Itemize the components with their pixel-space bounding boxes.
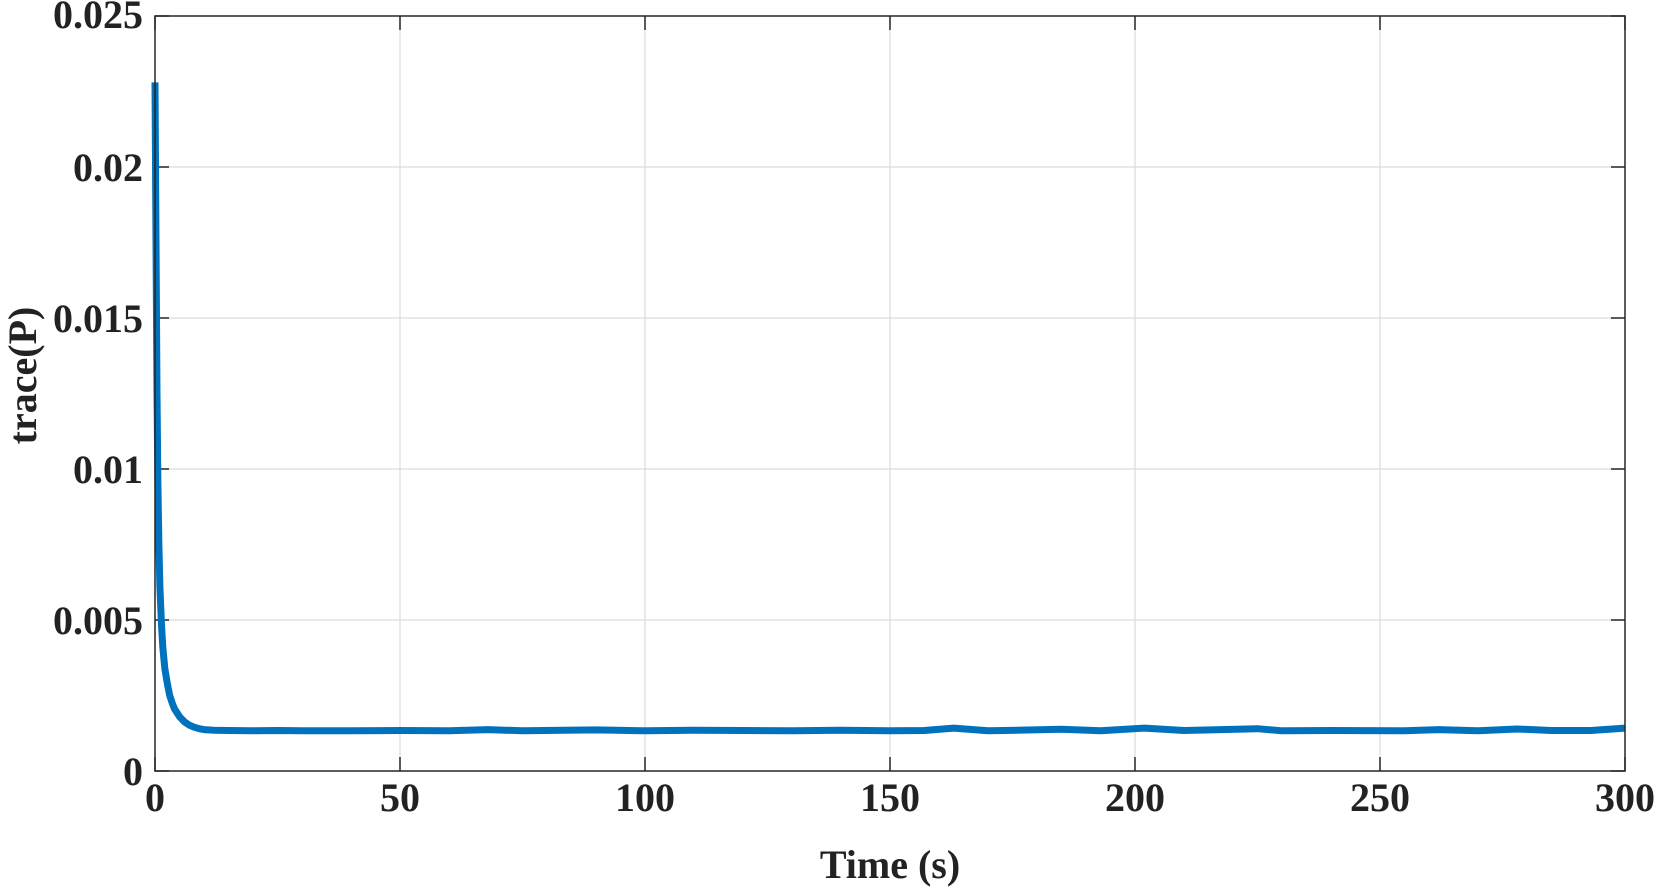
x-tick-label: 250 xyxy=(1350,775,1410,820)
y-tick-label: 0.025 xyxy=(53,0,143,37)
y-tick-label: 0.005 xyxy=(53,598,143,643)
x-tick-labels: 0 50 100 150 200 250 300 xyxy=(145,775,1655,820)
x-axis-title: Time (s) xyxy=(820,842,960,887)
grid xyxy=(155,16,1625,771)
x-tick-label: 150 xyxy=(860,775,920,820)
y-tick-label: 0 xyxy=(123,749,143,794)
plot-frame xyxy=(154,15,1626,772)
series-layer xyxy=(151,82,1626,735)
x-tick-label: 300 xyxy=(1595,775,1655,820)
x-tick-label: 200 xyxy=(1105,775,1165,820)
x-tick-label: 50 xyxy=(380,775,420,820)
y-axis-title: trace(P) xyxy=(0,307,45,445)
y-tick-label: 0.02 xyxy=(73,145,143,190)
x-tick-label: 0 xyxy=(145,775,165,820)
y-tick-label: 0.015 xyxy=(53,296,143,341)
x-tick-label: 100 xyxy=(615,775,675,820)
series-line xyxy=(151,82,1626,735)
y-tick-labels: 0 0.005 0.01 0.015 0.02 0.025 xyxy=(53,0,143,794)
y-tick-label: 0.01 xyxy=(73,447,143,492)
